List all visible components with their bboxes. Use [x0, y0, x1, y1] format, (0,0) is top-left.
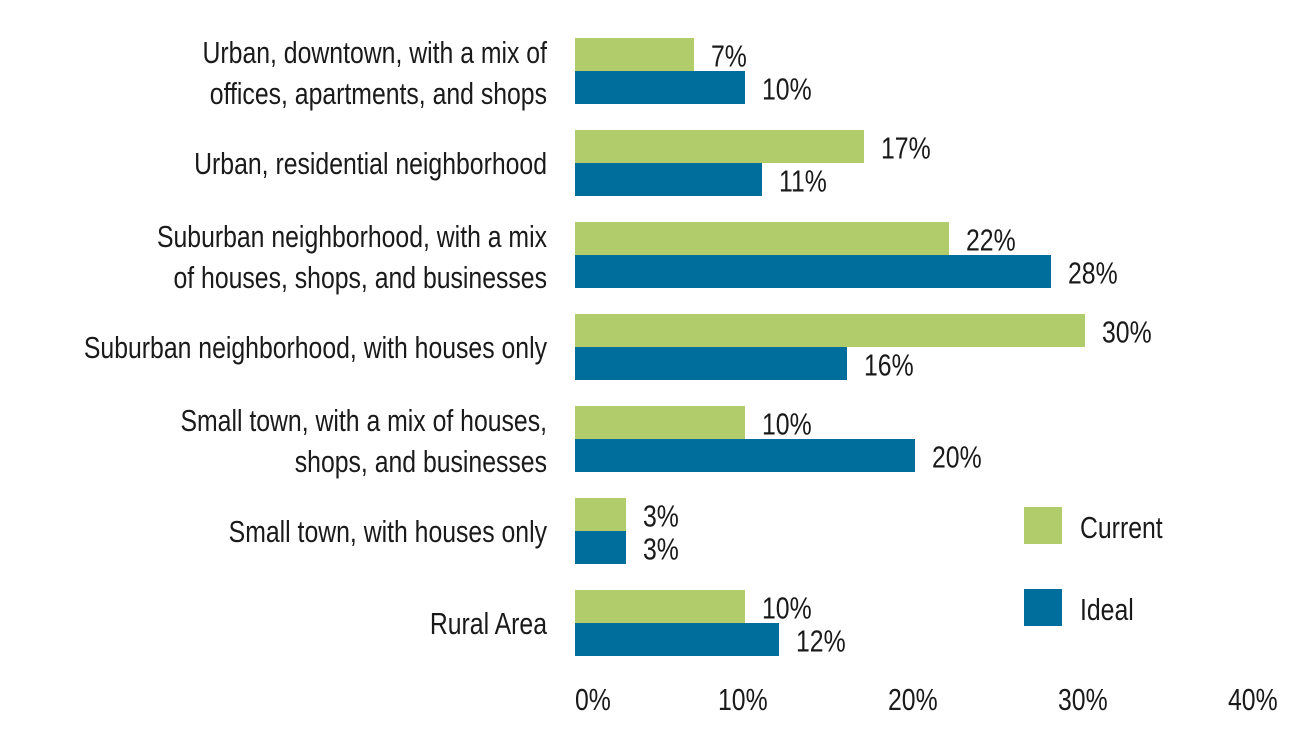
bar-ideal: [575, 255, 1051, 288]
x-tick-label: 10%: [718, 682, 768, 716]
data-label: 17%: [881, 131, 931, 165]
data-label: 20%: [932, 440, 982, 474]
data-label: 10%: [762, 591, 812, 625]
data-label: 30%: [1102, 315, 1152, 349]
bar-current: [575, 314, 1085, 347]
category-label: Suburban neighborhood, with houses only: [84, 330, 547, 364]
bar-current: [575, 498, 626, 531]
data-label: 3%: [643, 532, 679, 566]
bar-current: [575, 590, 745, 623]
data-label: 28%: [1068, 256, 1118, 290]
category-label: Small town, with a mix of houses,: [180, 403, 547, 437]
bar-current: [575, 222, 949, 255]
data-label: 12%: [796, 624, 846, 658]
data-label: 22%: [966, 223, 1016, 257]
bar-current: [575, 406, 745, 439]
data-label: 3%: [643, 499, 679, 533]
x-tick-label: 0%: [575, 682, 611, 716]
legend-label: Ideal: [1080, 592, 1134, 626]
bar-ideal: [575, 163, 762, 196]
data-label: 16%: [864, 348, 914, 382]
x-tick-label: 20%: [888, 682, 938, 716]
category-label: Rural Area: [430, 606, 547, 640]
category-label: Small town, with houses only: [229, 514, 547, 548]
x-tick-label: 40%: [1228, 682, 1278, 716]
bar-current: [575, 130, 864, 163]
data-label: 10%: [762, 72, 812, 106]
data-label: 11%: [779, 164, 827, 198]
bar-ideal: [575, 623, 779, 656]
legend-swatch-ideal: [1024, 589, 1062, 626]
category-label: of houses, shops, and businesses: [173, 260, 547, 294]
category-label: shops, and businesses: [295, 444, 547, 478]
bar-ideal: [575, 347, 847, 380]
bar-current: [575, 38, 694, 71]
x-tick-label: 30%: [1058, 682, 1108, 716]
bar-ideal: [575, 439, 915, 472]
category-label: Urban, residential neighborhood: [194, 146, 547, 180]
data-label: 7%: [711, 39, 747, 73]
category-label: Urban, downtown, with a mix of: [203, 35, 548, 69]
data-label: 10%: [762, 407, 812, 441]
legend-label: Current: [1080, 510, 1163, 544]
category-label: offices, apartments, and shops: [210, 76, 547, 110]
legend-swatch-current: [1024, 507, 1062, 544]
bar-ideal: [575, 71, 745, 104]
bar-ideal: [575, 531, 626, 564]
category-label: Suburban neighborhood, with a mix: [157, 219, 547, 253]
